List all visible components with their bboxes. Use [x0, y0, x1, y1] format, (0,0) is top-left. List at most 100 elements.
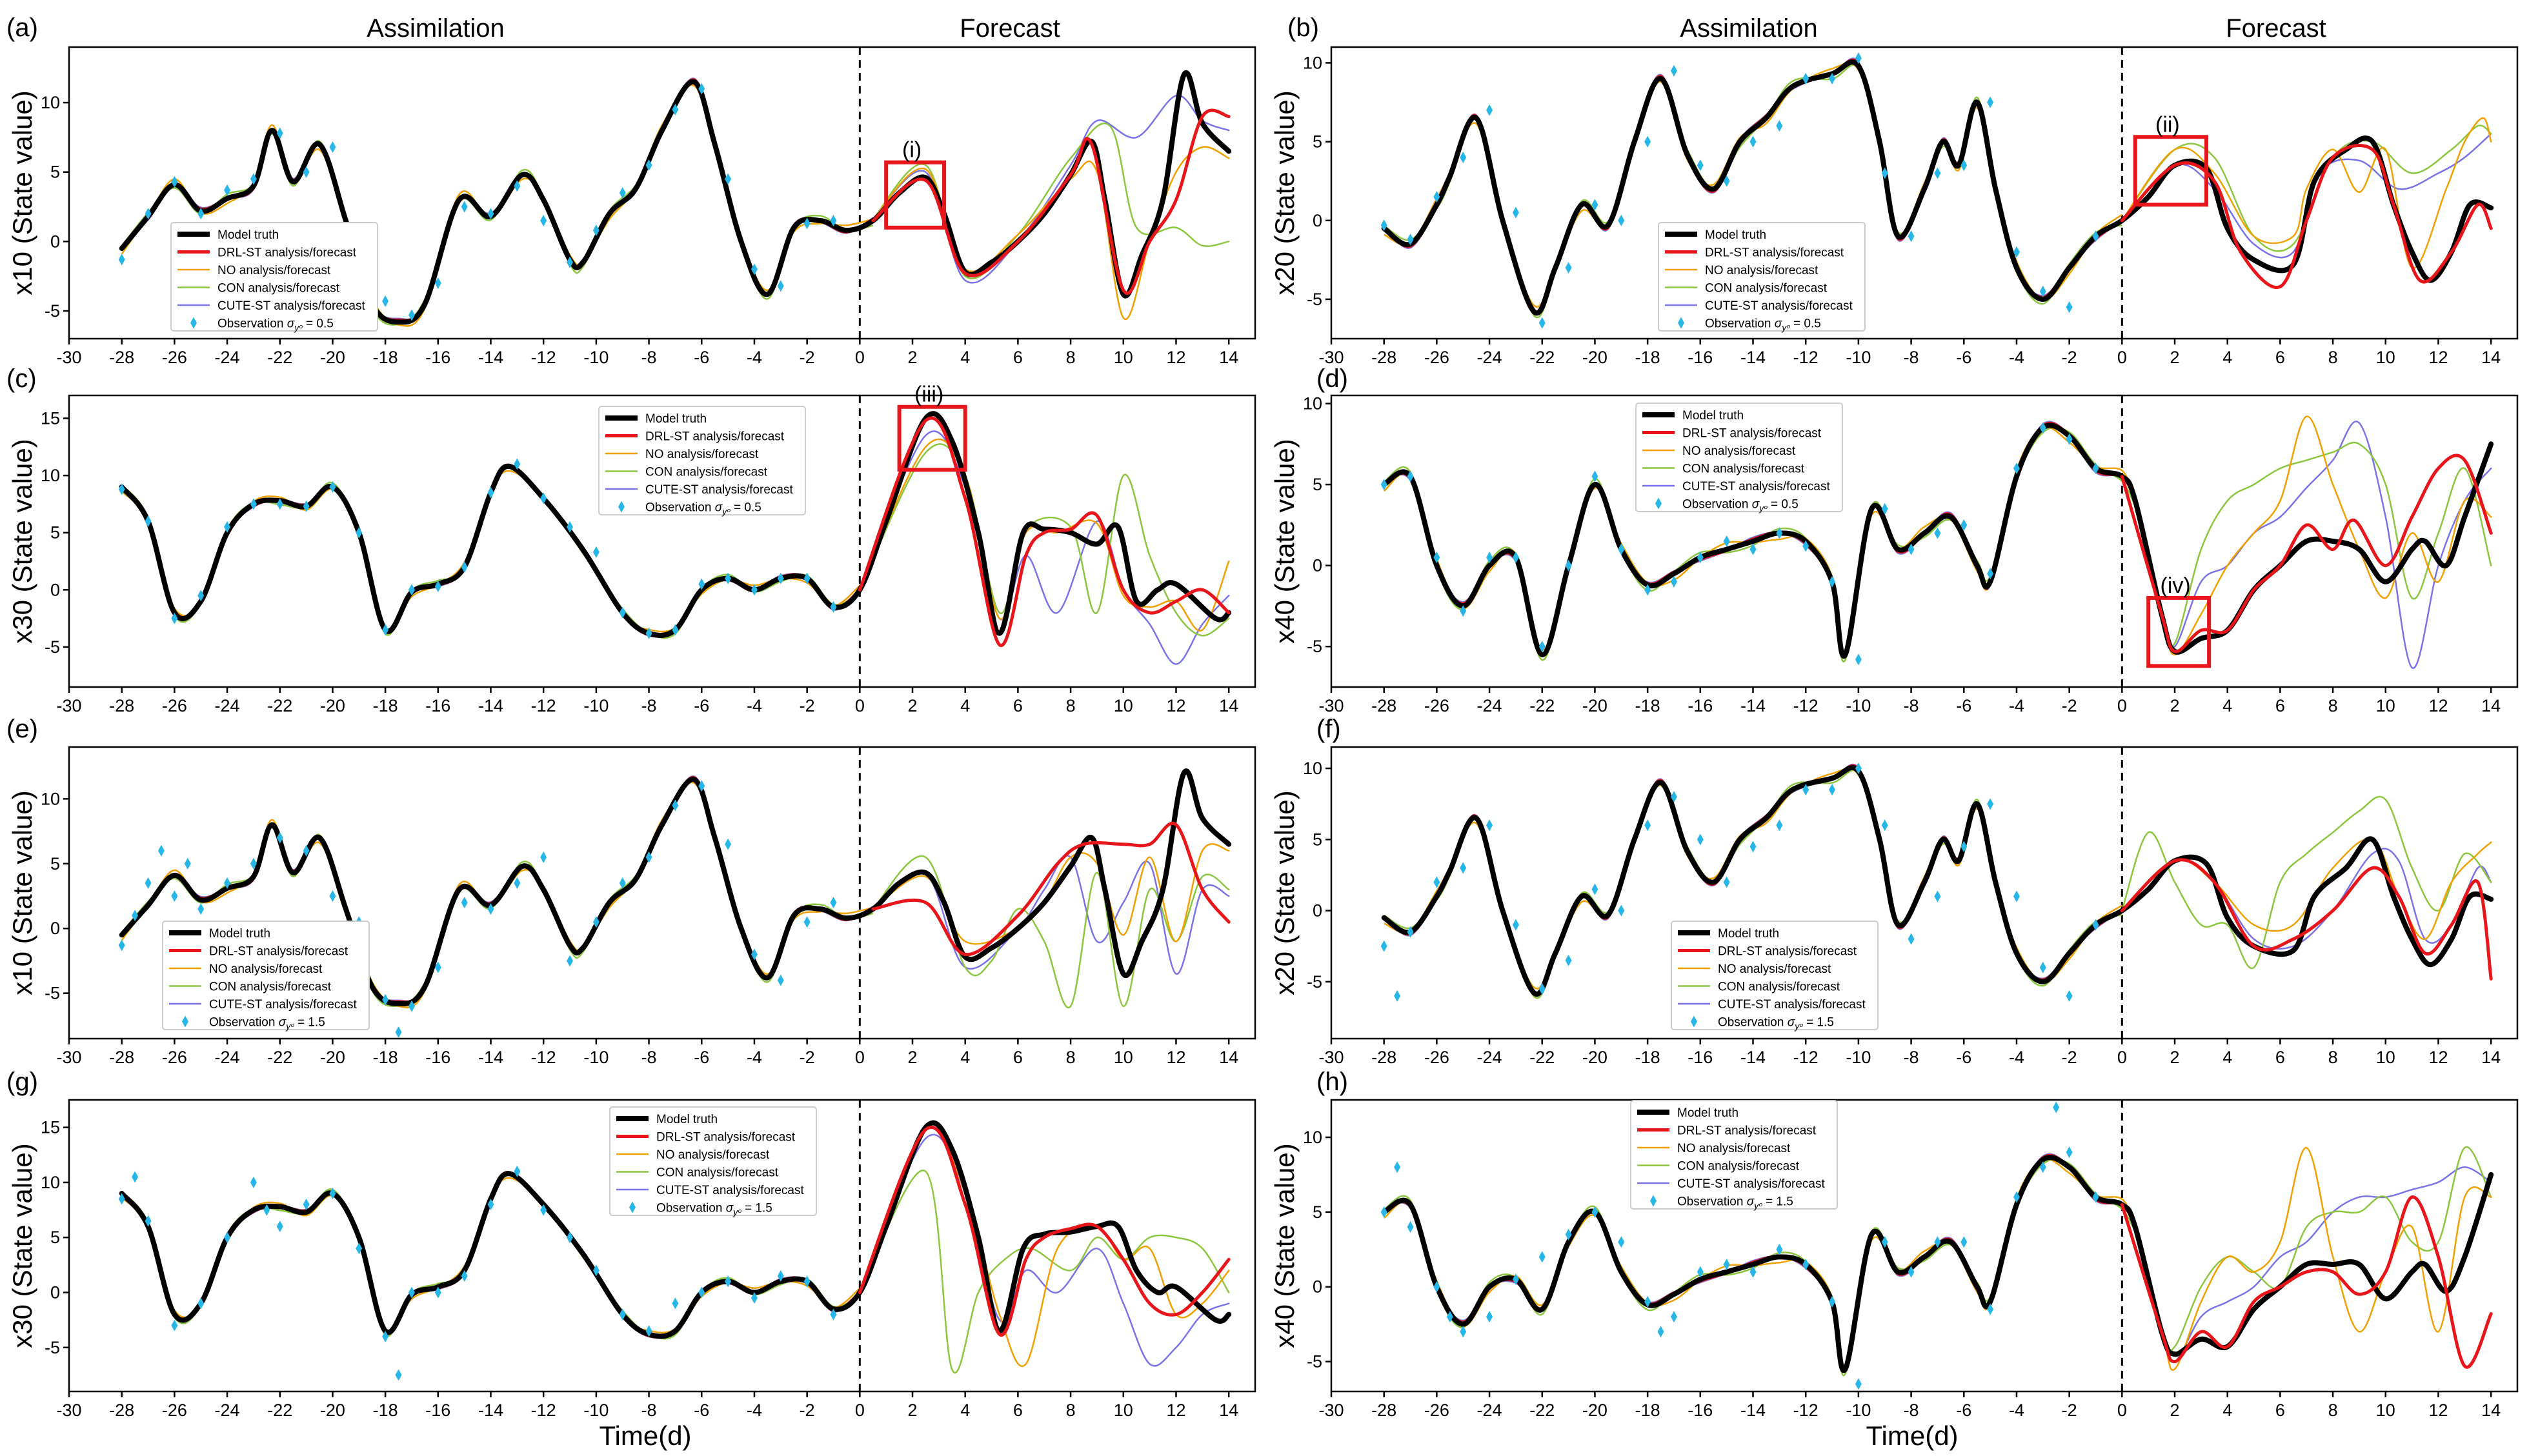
observation-point: [751, 263, 758, 275]
observation-point: [1618, 214, 1625, 226]
x-tick-label: 0: [2117, 1401, 2127, 1420]
observation-point: [672, 103, 679, 115]
legend-label-con: CON analysis/forecast: [1677, 1160, 1800, 1173]
observation-point: [1565, 954, 1572, 966]
observation-point: [1565, 1228, 1572, 1241]
legend-label-con: CON analysis/forecast: [217, 282, 340, 295]
panel-label: (c): [6, 364, 37, 393]
y-tick-label: 5: [50, 163, 60, 182]
observation-point: [329, 141, 336, 153]
x-tick-label: 0: [2117, 1048, 2127, 1067]
observation-point: [2066, 990, 2073, 1002]
observation-point: [619, 187, 626, 199]
observation-point: [461, 897, 468, 909]
plot-area: [1380, 747, 2494, 1039]
legend: Model truth DRL-ST analysis/forecast NO an…: [162, 921, 370, 1032]
observation-point: [118, 483, 125, 495]
x-tick-label: -16: [1688, 348, 1713, 367]
observation-point: [1433, 191, 1440, 203]
x-tick-label: 4: [960, 1048, 970, 1067]
observation-point: [1407, 1221, 1414, 1233]
observation-point: [540, 1204, 547, 1216]
observation-point: [1987, 1303, 1994, 1315]
legend-label-cute: CUTE-ST analysis/forecast: [209, 998, 357, 1012]
observation-point: [1881, 1236, 1888, 1248]
x-tick-label: -14: [478, 348, 503, 367]
x-tick-label: -4: [747, 348, 762, 367]
observation-point: [592, 546, 600, 558]
x-tick-label: -10: [583, 348, 609, 367]
observation-point: [434, 581, 441, 593]
model-truth-line: [1381, 1155, 2494, 1373]
drl-st-forecast-line: [2120, 1195, 2493, 1369]
observation-point: [777, 280, 784, 292]
observation-point: [751, 948, 758, 961]
legend-frame: [598, 406, 806, 515]
x-tick-label: -28: [1371, 696, 1396, 715]
x-tick-label: 14: [2481, 696, 2501, 715]
x-tick-label: -12: [1793, 1048, 1819, 1067]
x-tick-label: -22: [267, 1048, 292, 1067]
x-tick-label: -6: [694, 1401, 709, 1420]
no-forecast-line: [2121, 117, 2492, 269]
y-tick-label: 10: [1303, 53, 1322, 72]
observation-point: [540, 215, 547, 227]
x-tick-label: -10: [1846, 1401, 1871, 1420]
y-tick-label: 0: [50, 1282, 60, 1302]
observation-point: [1934, 890, 1941, 903]
legend-label-drl: DRL-ST analysis/forecast: [1705, 246, 1844, 260]
observation-point: [1618, 543, 1625, 555]
observation-point: [356, 1242, 363, 1255]
observation-point: [1565, 262, 1572, 274]
y-tick-label: -5: [1307, 637, 1322, 656]
x-tick-label: -8: [1904, 1048, 1919, 1067]
legend-swatch-obs: [629, 1201, 636, 1213]
observation-point: [1433, 876, 1440, 888]
observation-point: [1446, 1311, 1453, 1323]
y-tick-label: -5: [45, 637, 60, 657]
legend-label-obs: Observation σyᵒ = 1.5: [1677, 1195, 1793, 1211]
panel-label: (f): [1316, 715, 1341, 743]
x-tick-label: -4: [2009, 696, 2024, 715]
x-tick-label: -10: [1846, 696, 1871, 715]
x-tick-label: -28: [1371, 348, 1396, 367]
observation-point: [118, 939, 125, 952]
observation-point: [408, 309, 415, 321]
observation-point: [1987, 798, 1994, 810]
legend-label-no: NO analysis/forecast: [1682, 444, 1796, 458]
observation-point: [2066, 301, 2073, 314]
legend-label-no: NO analysis/forecast: [656, 1148, 770, 1162]
observation-point: [567, 521, 574, 533]
x-tick-label: 14: [1219, 696, 1238, 715]
observation-point: [777, 572, 784, 584]
highlight-label: (iii): [914, 383, 943, 407]
observation-point: [224, 877, 231, 889]
x-tick-label: -12: [1793, 696, 1819, 715]
legend: Model truth DRL-ST analysis/forecast NO an…: [170, 222, 378, 333]
observation-point: [1407, 926, 1414, 938]
y-tick-label: 0: [1313, 1277, 1322, 1297]
x-tick-label: -8: [1904, 696, 1919, 715]
observation-point: [1776, 819, 1783, 832]
legend-label-obs: Observation σyᵒ = 0.5: [217, 317, 334, 333]
observation-point: [1802, 1258, 1809, 1270]
observation-point: [250, 173, 257, 185]
x-tick-label: -8: [1904, 348, 1919, 367]
x-tick-label: -20: [320, 1048, 345, 1067]
x-tick-label: -22: [1529, 348, 1555, 367]
legend-label-obs: Observation σyᵒ = 0.5: [1682, 498, 1799, 514]
plot-area: [1380, 47, 2494, 339]
observation-point: [830, 1308, 837, 1321]
y-tick-label: 5: [50, 1228, 60, 1247]
x-tick-label: -16: [1688, 1048, 1713, 1067]
con-forecast-line: [872, 855, 1230, 1009]
legend-label-truth: Model truth: [1705, 228, 1766, 242]
x-tick-label: 0: [855, 1401, 865, 1420]
observation-point: [276, 1221, 283, 1233]
x-tick-label: 4: [2222, 1401, 2232, 1420]
x-tick-label: 8: [2328, 348, 2338, 367]
observation-point: [276, 127, 283, 139]
x-tick-label: 6: [2275, 696, 2285, 715]
x-tick-label: -6: [694, 1048, 709, 1067]
x-tick-label: -4: [747, 1048, 762, 1067]
